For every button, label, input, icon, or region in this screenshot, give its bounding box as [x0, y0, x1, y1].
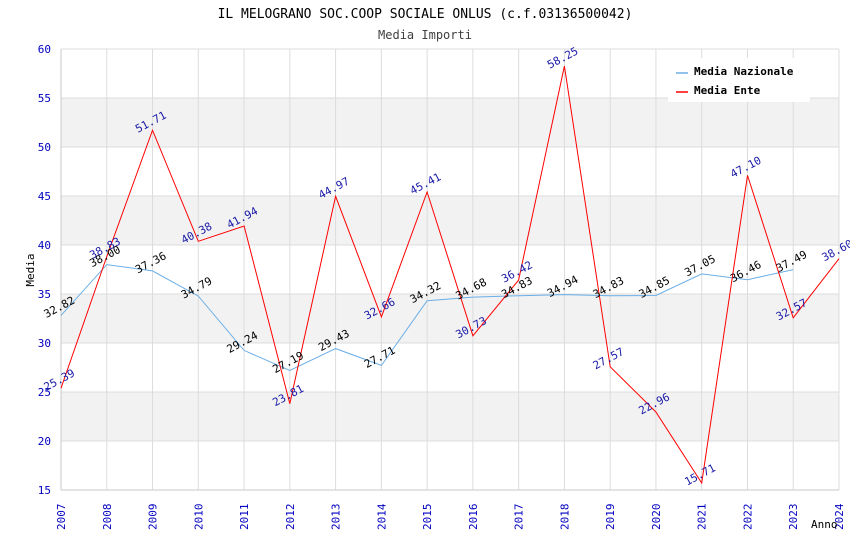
y-tick-label: 40	[38, 239, 51, 252]
legend-label-media-nazionale: Media Nazionale	[694, 65, 794, 78]
plot-band	[61, 392, 839, 441]
gridlines	[60, 48, 840, 491]
x-tick-label: 2008	[101, 504, 114, 531]
y-tick-label: 30	[38, 337, 51, 350]
x-tick-label: 2012	[284, 504, 297, 531]
x-tick-label: 2007	[55, 504, 68, 531]
x-tick-label: 2009	[147, 504, 160, 531]
y-tick-label: 45	[38, 190, 51, 203]
data-label-media-ente: 25.39	[42, 367, 77, 394]
x-tick-label: 2013	[330, 504, 343, 531]
data-label-media-nazionale: 37.49	[774, 248, 809, 275]
y-tick-label: 60	[38, 43, 51, 56]
data-label-media-ente: 27.57	[591, 345, 626, 372]
x-tick-label: 2017	[513, 504, 526, 531]
x-tick-label: 2011	[238, 504, 251, 531]
plot-band	[61, 196, 839, 245]
y-tick-label: 20	[38, 435, 51, 448]
series-lines	[60, 65, 840, 485]
y-axis: 15 20 25 30 35 40 45 50 55 60	[38, 43, 51, 497]
series-line-media-nazionale	[60, 264, 794, 372]
x-tick-label: 2019	[604, 504, 617, 531]
x-tick-label: 2022	[741, 504, 754, 531]
legend: Media Nazionale Media Ente	[668, 58, 810, 102]
x-axis-title: Anno	[811, 518, 838, 531]
x-tick-label: 2015	[421, 504, 434, 531]
data-label-media-nazionale: 27.71	[362, 344, 397, 371]
y-tick-label: 25	[38, 386, 51, 399]
data-label-media-nazionale: 36.46	[728, 258, 763, 285]
legend-label-media-ente: Media Ente	[694, 84, 761, 97]
legend-box	[668, 58, 810, 102]
data-label-media-ente: 45.41	[408, 170, 443, 197]
y-tick-label: 55	[38, 92, 51, 105]
x-axis: 2007 2008 2009 2010 2011 2012 2013 2014 2015 2016…	[55, 503, 846, 530]
series-line-media-ente	[60, 65, 840, 485]
chart-title: IL MELOGRANO SOC.COOP SOCIALE ONLUS (c.f…	[218, 7, 633, 22]
x-tick-label: 2020	[650, 504, 663, 531]
plot-bands	[61, 98, 839, 441]
plot-band	[61, 294, 839, 343]
data-label-media-nazionale: 37.36	[133, 249, 168, 276]
x-tick-label: 2023	[787, 504, 800, 531]
x-tick-label: 2024	[833, 503, 846, 530]
data-label-media-ente: 47.10	[728, 154, 763, 181]
x-tick-label: 2014	[375, 503, 388, 530]
y-tick-label: 15	[38, 484, 51, 497]
data-label-media-ente: 15.71	[682, 461, 717, 488]
x-tick-label: 2010	[192, 504, 205, 531]
x-tick-label: 2016	[467, 504, 480, 531]
data-label-media-nazionale: 27.19	[271, 349, 306, 376]
y-axis-title: Media	[24, 253, 37, 286]
y-tick-label: 50	[38, 141, 51, 154]
x-tick-label: 2021	[696, 504, 709, 531]
plot-band	[61, 98, 839, 147]
chart-subtitle: Media Importi	[378, 28, 472, 42]
y-tick-label: 35	[38, 288, 51, 301]
x-tick-label: 2018	[558, 504, 571, 531]
